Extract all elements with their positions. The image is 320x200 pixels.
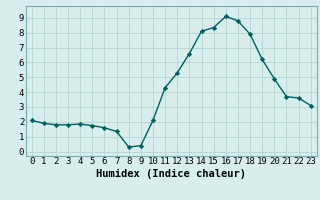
X-axis label: Humidex (Indice chaleur): Humidex (Indice chaleur) <box>96 169 246 179</box>
